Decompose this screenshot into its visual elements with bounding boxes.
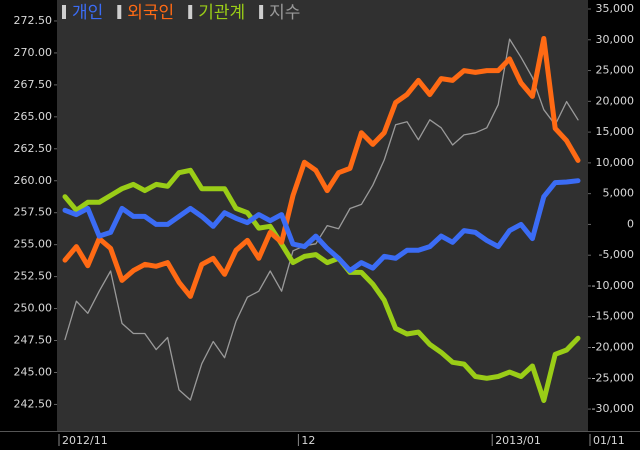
layer: 242.50 245.00 247.50 250.00 252.50 255.00 257.…: [14, 2, 635, 447]
legend-swatch: [62, 5, 66, 19]
x-tick-label: 12: [301, 434, 315, 447]
series-line: [64, 38, 579, 401]
y2-tick-label: 30,000: [596, 33, 635, 46]
y-tick-label: 247.50: [14, 334, 53, 347]
x-tick-label: 01/11: [593, 434, 625, 447]
y2-tick-label: -5,000: [599, 248, 634, 261]
legend-swatch: [188, 5, 193, 19]
y2-tick-label: -30,000: [592, 402, 634, 415]
legend-label: 외국인: [127, 3, 174, 23]
y-tick-label: 252.50: [14, 270, 53, 283]
y2-tick-label: -20,000: [592, 341, 634, 354]
y2-tick-label: 35,000: [596, 2, 635, 15]
y-tick-label: 245.00: [14, 365, 53, 378]
y-tick-label: 242.50: [14, 397, 53, 410]
legend-label: 지수: [269, 3, 300, 23]
y-tick-label: 272.50: [14, 14, 53, 27]
y2-tick-label: 5,000: [603, 187, 635, 200]
y2-tick-label: 25,000: [596, 64, 635, 77]
y-tick-label: 262.50: [14, 142, 53, 155]
y2-tick-label: 15,000: [596, 125, 635, 138]
y-tick-label: 255.00: [14, 238, 53, 251]
y-tick-label: 260.00: [14, 174, 53, 187]
x-tick-label: 2012/11: [62, 434, 108, 447]
y2-tick-label: -10,000: [592, 279, 634, 292]
x-tick-label: 2013/01: [495, 434, 541, 447]
legend-label: 개인: [72, 3, 103, 23]
y-tick-label: 250.00: [14, 302, 53, 315]
y2-tick-label: -15,000: [592, 310, 634, 323]
y-tick-label: 270.00: [14, 46, 53, 59]
series-line: [62, 36, 581, 299]
series-line: [62, 178, 581, 274]
legend-swatch: [117, 5, 122, 19]
y2-tick-label: 20,000: [596, 94, 635, 107]
y2-tick-label: -25,000: [592, 371, 634, 384]
series-line: [62, 167, 581, 403]
legend-label: 기관계: [198, 3, 245, 23]
y-tick-label: 267.50: [14, 78, 53, 91]
y2-tick-label: 10,000: [596, 156, 635, 169]
y2-tick-label: 0: [627, 217, 634, 230]
y-tick-label: 257.50: [14, 206, 53, 219]
legend-swatch: [259, 5, 264, 19]
y-tick-label: 265.00: [14, 110, 53, 123]
